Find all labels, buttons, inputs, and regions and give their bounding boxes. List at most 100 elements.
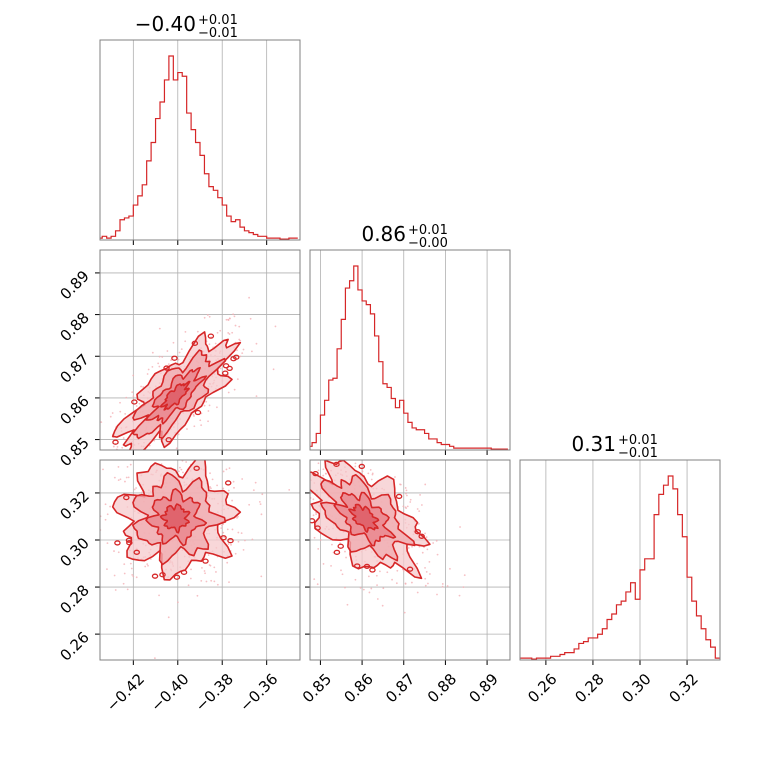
contour-p2-p3-sample-point <box>354 462 357 465</box>
contour-p1-p3-sample-point <box>167 616 170 619</box>
contour-p2-p3-sample-point <box>332 455 334 457</box>
contour-p1-p3-sample-point <box>144 565 147 568</box>
contour-p1-p3-sample-point <box>177 601 179 604</box>
contour-p1-p2-sample-point <box>200 424 203 427</box>
contour-p2-p3-sample-point <box>299 456 301 458</box>
contour-p1-p3-sample-point <box>135 576 138 579</box>
contour-p1-p2-contour-island <box>222 363 230 369</box>
contour-p1-p2-sample-point <box>192 413 195 416</box>
contour-p1-p2-contour-island <box>191 340 199 346</box>
contour-p1-p2-sample-point <box>234 324 237 327</box>
contour-p2-p3-sample-point <box>367 472 370 475</box>
contour-p1-p3-sample-point <box>182 471 184 474</box>
hist-param-2-histogram-line <box>310 265 508 450</box>
contour-p2-p3-sample-point <box>428 560 431 563</box>
contour-p1-p3-sample-point <box>133 488 136 491</box>
contour-p1-p3-sample-point <box>205 580 208 583</box>
contour-p1-p3-sample-point <box>215 571 217 573</box>
contour-p1-p3-sample-point <box>177 470 180 473</box>
contour-p2-p3-sample-point <box>290 444 292 446</box>
contour-p1-p3-sample-point <box>233 486 235 489</box>
contour-p1-p3-sample-point <box>237 531 240 534</box>
contour-p1-p3-sample-point <box>106 568 108 570</box>
contour-p1-p3-sample-point <box>201 566 203 569</box>
contour-p2-p3-sample-point <box>345 556 347 559</box>
contour-p1-p2-sample-point <box>134 456 136 458</box>
contour-p1-p2-sample-point <box>255 342 258 345</box>
contour-p1-p2-sample-point <box>233 315 236 318</box>
contour-p2-p3-sample-point <box>435 539 438 542</box>
contour-p1-p3-sample-point <box>259 503 262 506</box>
contour-p2-p3-sample-point <box>376 584 378 587</box>
contour-p2-p3-sample-point <box>316 583 319 586</box>
contour-p1-p3-frame <box>99 459 301 661</box>
contour-p1-p3-sample-point <box>203 570 206 572</box>
contour-p1-p2-sample-point <box>228 333 231 335</box>
contour-p1-p3-xtick-label-3: −0.36 <box>236 670 281 715</box>
contour-p2-p3-xtick-label-4: 0.89 <box>465 670 501 706</box>
contour-p2-p3-sample-point <box>405 489 408 492</box>
contour-p2-p3-sample-point <box>273 476 275 478</box>
contour-p1-p3-sample-point <box>209 564 212 567</box>
contour-p1-p3-sample-point <box>196 594 199 597</box>
contour-p1-p3-contour-island <box>224 480 232 486</box>
contour-p2-p3-sample-point <box>425 536 428 538</box>
hist-param-3-histogram-line <box>520 475 720 660</box>
contour-p1-p2-sample-point <box>106 483 108 485</box>
contour-p1-p3-sample-point <box>209 486 211 488</box>
contour-p2-p3-sample-point <box>382 587 385 590</box>
contour-p2-p3-sample-point <box>375 574 378 577</box>
contour-p1-p3-sample-point <box>196 433 198 435</box>
contour-p1-p2-sample-point <box>227 332 230 334</box>
contour-p2-p3-sample-point <box>463 574 466 577</box>
contour-p1-p3-sample-point <box>132 575 135 578</box>
contour-p2-p3-contour-island <box>406 566 414 572</box>
contour-p1-p2-sample-point <box>157 362 160 365</box>
hist-param-1-frame <box>99 39 301 241</box>
contour-p1-p3-ytick-label-1: 0.28 <box>56 581 92 617</box>
contour-p2-p3-sample-point <box>338 438 340 440</box>
contour-p1-p3-sample-point <box>129 562 132 565</box>
contour-p1-p3-sample-point <box>225 446 227 448</box>
contour-p2-p3-sample-point <box>339 542 341 545</box>
contour-p2-p3-contour-island <box>333 461 340 468</box>
contour-p1-p2-sample-point <box>236 349 238 352</box>
contour-p2-p3-sample-point <box>338 450 340 452</box>
contour-p2-p3-sample-point <box>322 563 325 565</box>
contour-p1-p3-contour-island <box>173 574 181 580</box>
contour-p2-p3-xtick-label-0: 0.85 <box>299 670 335 706</box>
contour-p1-p2-sample-point <box>250 350 253 353</box>
contour-p1-p2-contour-island <box>171 355 178 361</box>
contour-p2-p3-sample-point <box>349 443 351 445</box>
contour-p2-p3-sample-point <box>328 455 330 457</box>
contour-p2-p3-contour-island <box>337 543 344 549</box>
contour-p1-p3-sample-point <box>254 481 257 484</box>
contour-p1-p3-sample-point <box>260 513 263 516</box>
contour-p2-p3-sample-point <box>376 598 379 600</box>
contour-p2-p3-sample-point <box>419 494 421 496</box>
contour-p2-p3-sample-point <box>341 573 344 576</box>
contour-p1-p2-sample-point <box>118 472 120 474</box>
contour-p2-p3-sample-point <box>429 573 431 575</box>
contour-p2-p3-sample-point <box>328 451 330 453</box>
contour-p2-p3-sample-point <box>446 585 449 587</box>
contour-p1-p3-sample-point <box>211 478 214 481</box>
contour-p2-p3-sample-point <box>322 474 325 477</box>
contour-p1-p3-sample-point <box>237 540 240 543</box>
contour-p2-p3-sample-point <box>399 483 402 486</box>
contour-p1-p3-sample-point <box>189 577 192 580</box>
contour-p1-p2-sample-point <box>151 365 154 368</box>
contour-p1-p2-sample-point <box>225 318 228 321</box>
contour-p1-p3-sample-point <box>123 572 126 575</box>
contour-p1-p2-sample-point <box>248 296 250 299</box>
contour-p1-p2-sample-point <box>118 457 120 459</box>
contour-p1-p3-sample-point <box>119 478 122 481</box>
contour-p1-p2-sample-point <box>239 339 242 342</box>
contour-p2-p3-sample-point <box>340 569 342 572</box>
contour-p2-p3-sample-point <box>317 547 320 550</box>
contour-p1-p2-sample-point <box>135 405 138 407</box>
contour-p1-p3-sample-point <box>130 567 133 570</box>
contour-p2-p3-sample-point <box>378 570 381 573</box>
contour-p1-p3-sample-point <box>125 476 128 479</box>
hist-param-3-xtick-label-1: 0.28 <box>571 670 607 706</box>
